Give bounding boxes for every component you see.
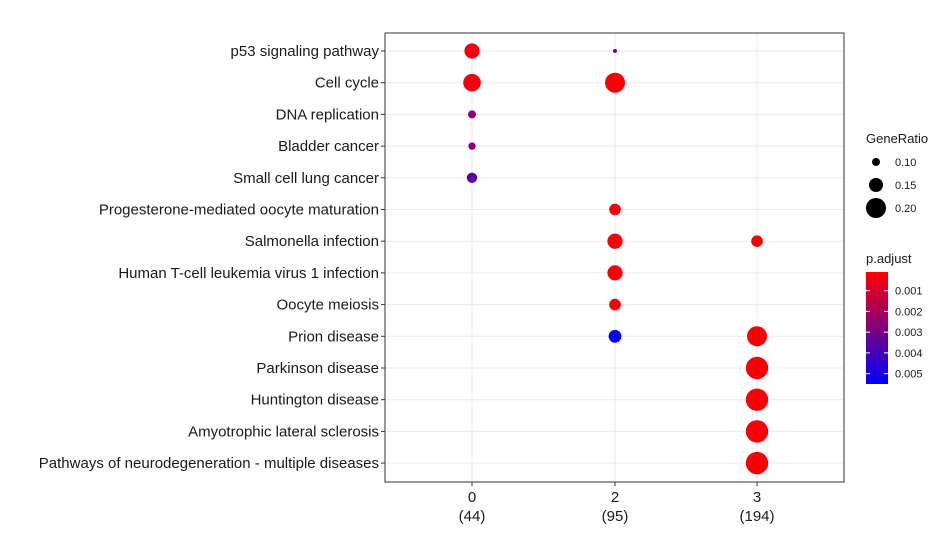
data-point — [468, 110, 476, 119]
gene-ratio-legend: GeneRatio 0.10 0.15 0.20 — [866, 131, 928, 218]
x-axis-labels: 0 (44) 2 (95) 3 (194) — [459, 482, 775, 525]
data-point — [463, 73, 481, 92]
data-point — [745, 451, 769, 475]
data-point — [466, 172, 478, 183]
size-legend-dot — [866, 198, 886, 218]
y-tick-label: Huntington disease — [251, 392, 379, 409]
data-point — [464, 43, 480, 59]
size-legend-label: 0.20 — [895, 203, 916, 215]
data-point — [751, 235, 763, 247]
colorbar-label: 0.004 — [895, 348, 923, 360]
data-point — [468, 142, 476, 150]
data-point — [605, 72, 625, 93]
y-tick-label: Human T-cell leukemia virus 1 infection — [118, 265, 379, 282]
y-tick-label: Oocyte meiosis — [276, 297, 379, 314]
y-tick-label: Salmonella infection — [245, 233, 379, 250]
y-tick-label: p53 signaling pathway — [231, 43, 380, 60]
y-axis-labels: p53 signaling pathway Cell cycle DNA repli… — [39, 43, 385, 472]
y-tick-label: Parkinson disease — [256, 360, 379, 377]
p-adjust-colorbar — [866, 272, 888, 384]
colorbar-label: 0.001 — [895, 286, 923, 298]
data-point — [745, 388, 769, 411]
data-point — [613, 49, 617, 53]
gene-ratio-legend-title: GeneRatio — [866, 131, 928, 146]
x-tick-label: 0 — [468, 489, 476, 506]
y-tick-label: Pathways of neurodegeneration - multiple… — [39, 455, 379, 472]
size-legend-label: 0.10 — [895, 157, 916, 169]
data-point — [608, 329, 622, 343]
x-tick-count: (95) — [602, 508, 629, 525]
data-point — [745, 420, 769, 443]
data-point — [607, 265, 623, 281]
y-tick-label: Bladder cancer — [278, 138, 379, 155]
y-tick-label: Progesterone-mediated oocyte maturation — [99, 202, 379, 219]
x-tick-count: (194) — [739, 508, 774, 525]
y-tick-label: Cell cycle — [315, 75, 379, 92]
data-point — [609, 298, 621, 311]
data-point — [745, 356, 769, 380]
y-tick-label: Amyotrophic lateral sclerosis — [188, 423, 379, 440]
colorbar-label: 0.002 — [895, 306, 923, 318]
y-tick-label: DNA replication — [276, 106, 379, 123]
p-adjust-legend: p.adjust 0.001 0.002 0.003 0.004 0.005 — [866, 251, 923, 384]
y-tick-label: Small cell lung cancer — [233, 170, 379, 187]
x-tick-label: 3 — [753, 489, 761, 506]
data-point — [607, 233, 623, 249]
size-legend-dot — [872, 158, 880, 166]
x-tick-label: 2 — [611, 489, 619, 506]
y-tick-label: Prion disease — [288, 328, 379, 345]
data-point — [747, 326, 767, 347]
size-legend-label: 0.15 — [895, 180, 916, 192]
size-legend-dot — [869, 178, 883, 192]
colorbar-label: 0.005 — [895, 369, 923, 381]
colorbar-label: 0.003 — [895, 327, 923, 339]
x-tick-count: (44) — [459, 508, 486, 525]
p-adjust-legend-title: p.adjust — [866, 251, 912, 266]
data-point — [609, 203, 621, 216]
data-points — [463, 43, 769, 475]
